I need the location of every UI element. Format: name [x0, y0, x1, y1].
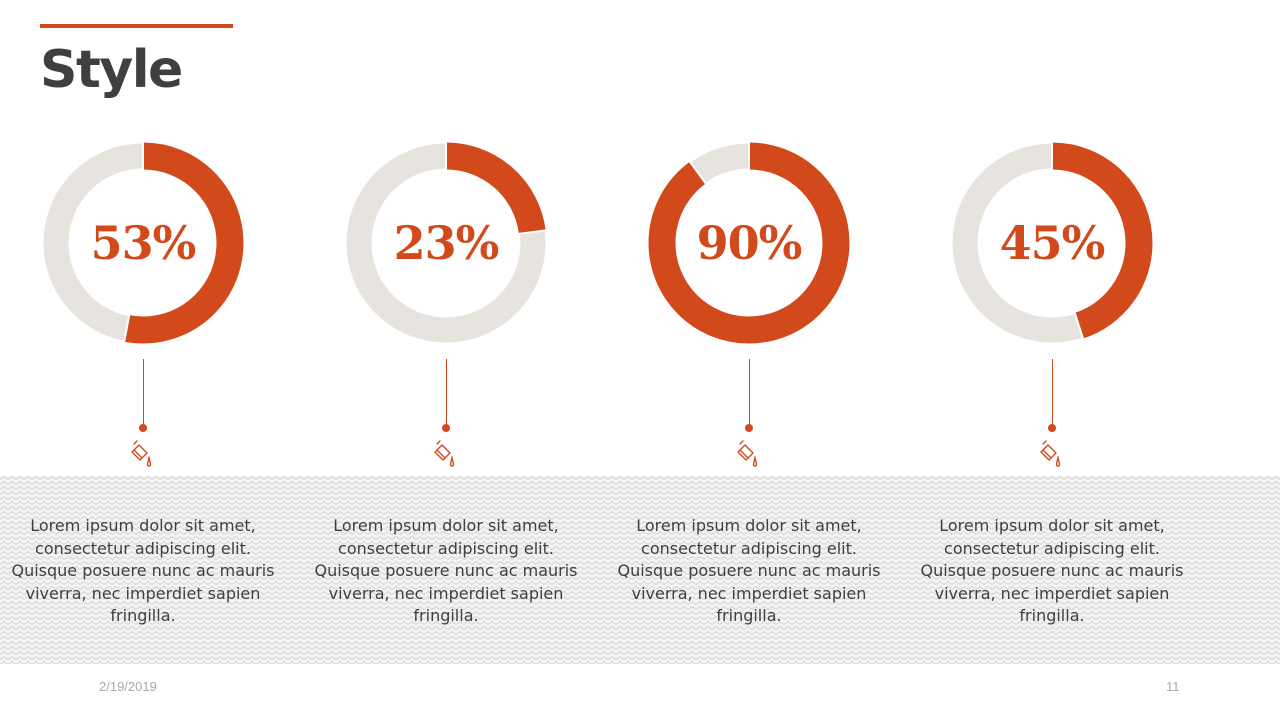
donut-chart — [42, 141, 244, 345]
donut-chart — [648, 141, 850, 344]
description-text: Lorem ipsum dolor sit amet, consectetur … — [617, 516, 881, 625]
paint-bucket-icon — [737, 440, 758, 467]
description-text: Lorem ipsum dolor sit amet, consectetur … — [920, 516, 1184, 625]
footer-date: 2/19/2019 — [99, 679, 157, 694]
title-accent-line — [40, 24, 233, 28]
metric-column: 23% Lorem ipsum dolor sit amet, consecte… — [303, 140, 583, 640]
zigzag-pattern — [0, 476, 1280, 664]
percentage-label: 45% — [999, 216, 1106, 270]
donut-end-divider — [122, 312, 131, 345]
donut-end-divider — [687, 159, 709, 187]
percentage-label: 90% — [696, 216, 803, 270]
metric-column: 45% Lorem ipsum dolor sit amet, consecte… — [909, 140, 1189, 640]
slide-title: Style — [40, 40, 183, 100]
paint-bucket-icon — [131, 440, 152, 467]
donut-end-divider — [516, 229, 549, 236]
connector-line — [445, 359, 447, 427]
paint-bucket-icon — [434, 440, 455, 467]
percentage-label: 53% — [90, 216, 197, 270]
page-number: 11 — [1166, 679, 1180, 694]
donut-chart — [951, 141, 1153, 344]
description-text: Lorem ipsum dolor sit amet, consectetur … — [314, 516, 578, 625]
paint-bucket-icon — [1040, 440, 1061, 467]
connector-line — [748, 359, 750, 427]
connector-dot — [745, 424, 753, 432]
connector-dot — [442, 424, 450, 432]
metric-column: 90% Lorem ipsum dolor sit amet, consecte… — [606, 140, 886, 640]
connector-dot — [139, 424, 147, 432]
patterned-background-band — [0, 476, 1280, 664]
connector-line — [142, 359, 144, 427]
donut-end-divider — [1072, 310, 1085, 342]
connector-dot — [1048, 424, 1056, 432]
description-text: Lorem ipsum dolor sit amet, consectetur … — [11, 516, 275, 625]
donut-chart — [345, 141, 549, 344]
percentage-label: 23% — [393, 216, 500, 270]
connector-line — [1051, 359, 1053, 427]
metric-column: 53% Lorem ipsum dolor sit amet, consecte… — [0, 140, 280, 640]
